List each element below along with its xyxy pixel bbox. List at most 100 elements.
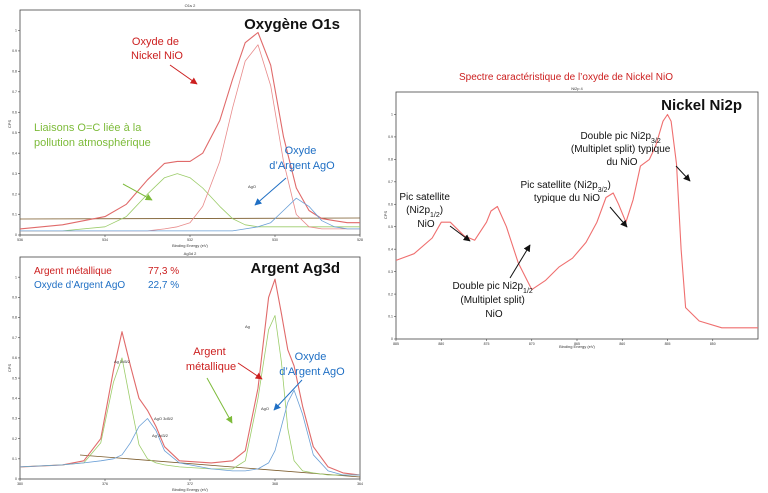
- chart-title: Nickel Ni2p: [661, 97, 742, 114]
- y-tick-label: 0.3: [12, 417, 17, 421]
- y-tick-label: 0.2: [12, 437, 17, 441]
- chart-title: Argent Ag3d: [251, 260, 340, 277]
- series-group-ni2p: [395, 113, 758, 329]
- y-tick-label: 0.6: [388, 202, 393, 206]
- annotation-double-pic-ni2p32: Double pic Ni2p3/2 (Multiplet split) typ…: [571, 131, 673, 168]
- y-tick-label: 0: [15, 477, 17, 481]
- annotation-oxyde-ago: Oxyde d’Argent AgO: [269, 145, 335, 172]
- panel-small-title: Ni2p 4: [571, 86, 583, 91]
- peak-label: AgO: [261, 406, 269, 411]
- x-axis-label: Binding Energy (eV): [559, 344, 595, 349]
- annotation-argent-metallique: Argent métallique: [186, 346, 236, 373]
- axis-ticks-o1s: 536 534 532 530 528 0 0.1 0.2 0.3 0.4 0.5 0.6 0.7 0.8…: [12, 29, 363, 242]
- x-tick-label: 855: [665, 342, 671, 346]
- y-tick-label: 1: [391, 113, 393, 117]
- y-tick-label: 0.8: [12, 316, 17, 320]
- x-tick-label: 528: [357, 238, 363, 242]
- y-tick-label: 0.4: [12, 151, 17, 155]
- x-tick-label: 364: [357, 482, 363, 486]
- series-line-0: [395, 113, 758, 329]
- y-tick-label: 0.1: [12, 457, 17, 461]
- annotation-oxyde-ago: Oxyde d’Argent AgO: [279, 351, 345, 378]
- y-tick-label: 0.9: [12, 296, 17, 300]
- y-tick-label: 1: [15, 275, 17, 279]
- peak-label: Ag 3d3/2: [152, 433, 169, 438]
- y-tick-label: 0.7: [12, 336, 17, 340]
- annotation-nio: Oxyde de Nickel NiO: [131, 36, 183, 62]
- x-tick-label: 534: [102, 238, 108, 242]
- series-line-3: [20, 197, 360, 232]
- x-tick-label: 875: [484, 342, 490, 346]
- x-tick-label: 870: [529, 342, 535, 346]
- x-tick-label: 536: [17, 238, 23, 242]
- y-tick-label: 0: [391, 337, 393, 341]
- y-tick-label: 0.7: [12, 90, 17, 94]
- legend-value-ag: 77,3 %: [148, 266, 179, 277]
- y-tick-label: 0.1: [12, 213, 17, 217]
- peak-label: AgO 3d5/2: [154, 416, 174, 421]
- y-tick-label: 0.5: [12, 131, 17, 135]
- y-tick-label: 0.3: [12, 172, 17, 176]
- y-axis-label: CPS: [7, 364, 12, 373]
- y-tick-label: 0.8: [388, 158, 393, 162]
- panel-small-title: Ag3d 2: [184, 251, 197, 256]
- y-axis-label: CPS: [7, 120, 12, 129]
- x-tick-label: 885: [393, 342, 399, 346]
- y-tick-label: 0.2: [388, 292, 393, 296]
- background-line: [79, 454, 361, 478]
- y-tick-label: 0.5: [388, 225, 393, 229]
- x-tick-label: 865: [574, 342, 580, 346]
- panel-ag3d: 380 376 372 368 364 0 0.1 0.2 0.3 0.4 0.5 0.6 0.7 0.8…: [7, 251, 363, 492]
- chart-title: Oxygène O1s: [244, 16, 340, 33]
- series-line-1: [20, 173, 360, 232]
- series-group-ag3d: [19, 278, 361, 478]
- y-tick-label: 0.3: [388, 270, 393, 274]
- x-tick-label: 368: [272, 482, 278, 486]
- x-tick-label: 376: [102, 482, 108, 486]
- y-tick-label: 0.1: [388, 315, 393, 319]
- y-tick-label: 0.4: [12, 396, 17, 400]
- arrow-pic-satellite-ni2p12: [449, 225, 471, 242]
- arrow-argent-metallique-red: [237, 362, 263, 380]
- panel-ni2p: Spectre caractéristique de l’oxyde de Ni…: [383, 72, 759, 349]
- peak-label-ago: AgO: [248, 184, 256, 189]
- arrow-liaisons-oc: [122, 183, 153, 201]
- background-line: [19, 217, 361, 220]
- y-tick-label: 0.9: [388, 135, 393, 139]
- x-axis-label: Binding Energy (eV): [172, 243, 208, 248]
- y-axis-label: CPS: [383, 211, 388, 220]
- legend-label-ag: Argent métallique: [34, 266, 112, 277]
- peak-label: Ag 3d5/2: [114, 359, 131, 364]
- y-tick-label: 0.2: [12, 192, 17, 196]
- annotation-liaisons-oc: Liaisons O=C liée à la pollution atmosph…: [34, 122, 151, 149]
- y-tick-label: 0.8: [12, 70, 17, 74]
- arrow-argent-metallique-green: [206, 377, 233, 424]
- legend-label-ago: Oxyde d’Argent AgO: [34, 280, 125, 291]
- series-group-o1s: [19, 31, 361, 232]
- y-tick-label: 1: [15, 29, 17, 33]
- y-tick-label: 0.6: [12, 356, 17, 360]
- annotation-double-pic-ni2p12: Double pic Ni2p1/2 (Multiplet split) NiO: [452, 281, 535, 320]
- arrow-oxyde-ago: [254, 177, 287, 206]
- x-tick-label: 880: [438, 342, 444, 346]
- series-line-0: [19, 278, 361, 476]
- y-tick-label: 0.6: [12, 110, 17, 114]
- x-tick-label: 372: [187, 482, 193, 486]
- arrow-pic-satellite-ni2p32: [609, 206, 628, 228]
- series-line-2: [19, 389, 360, 476]
- figure-subtitle: Spectre caractéristique de l’oxyde de Ni…: [459, 72, 673, 83]
- x-tick-label: 860: [619, 342, 625, 346]
- panel-o1s: 536 534 532 530 528 0 0.1 0.2 0.3 0.4 0.5 0.6 0.7 0.8…: [7, 3, 363, 248]
- y-tick-label: 0: [15, 233, 17, 237]
- annotation-pic-satellite-ni2p32: Pic satellite (Ni2p3/2) typique du NiO: [520, 180, 613, 204]
- legend-value-ago: 22,7 %: [148, 280, 179, 291]
- arrow-oxyde-ago: [273, 379, 303, 411]
- panel-small-title: O1s 2: [185, 3, 196, 8]
- annotation-pic-satellite-ni2p12: Pic satellite (Ni2p1/2) NiO: [399, 192, 452, 230]
- y-tick-label: 0.9: [12, 49, 17, 53]
- x-tick-label: 380: [17, 482, 23, 486]
- arrow-double-pic-ni2p12: [509, 244, 531, 279]
- plot-frame-ni2p: [395, 91, 759, 340]
- arrow-nio: [169, 64, 198, 85]
